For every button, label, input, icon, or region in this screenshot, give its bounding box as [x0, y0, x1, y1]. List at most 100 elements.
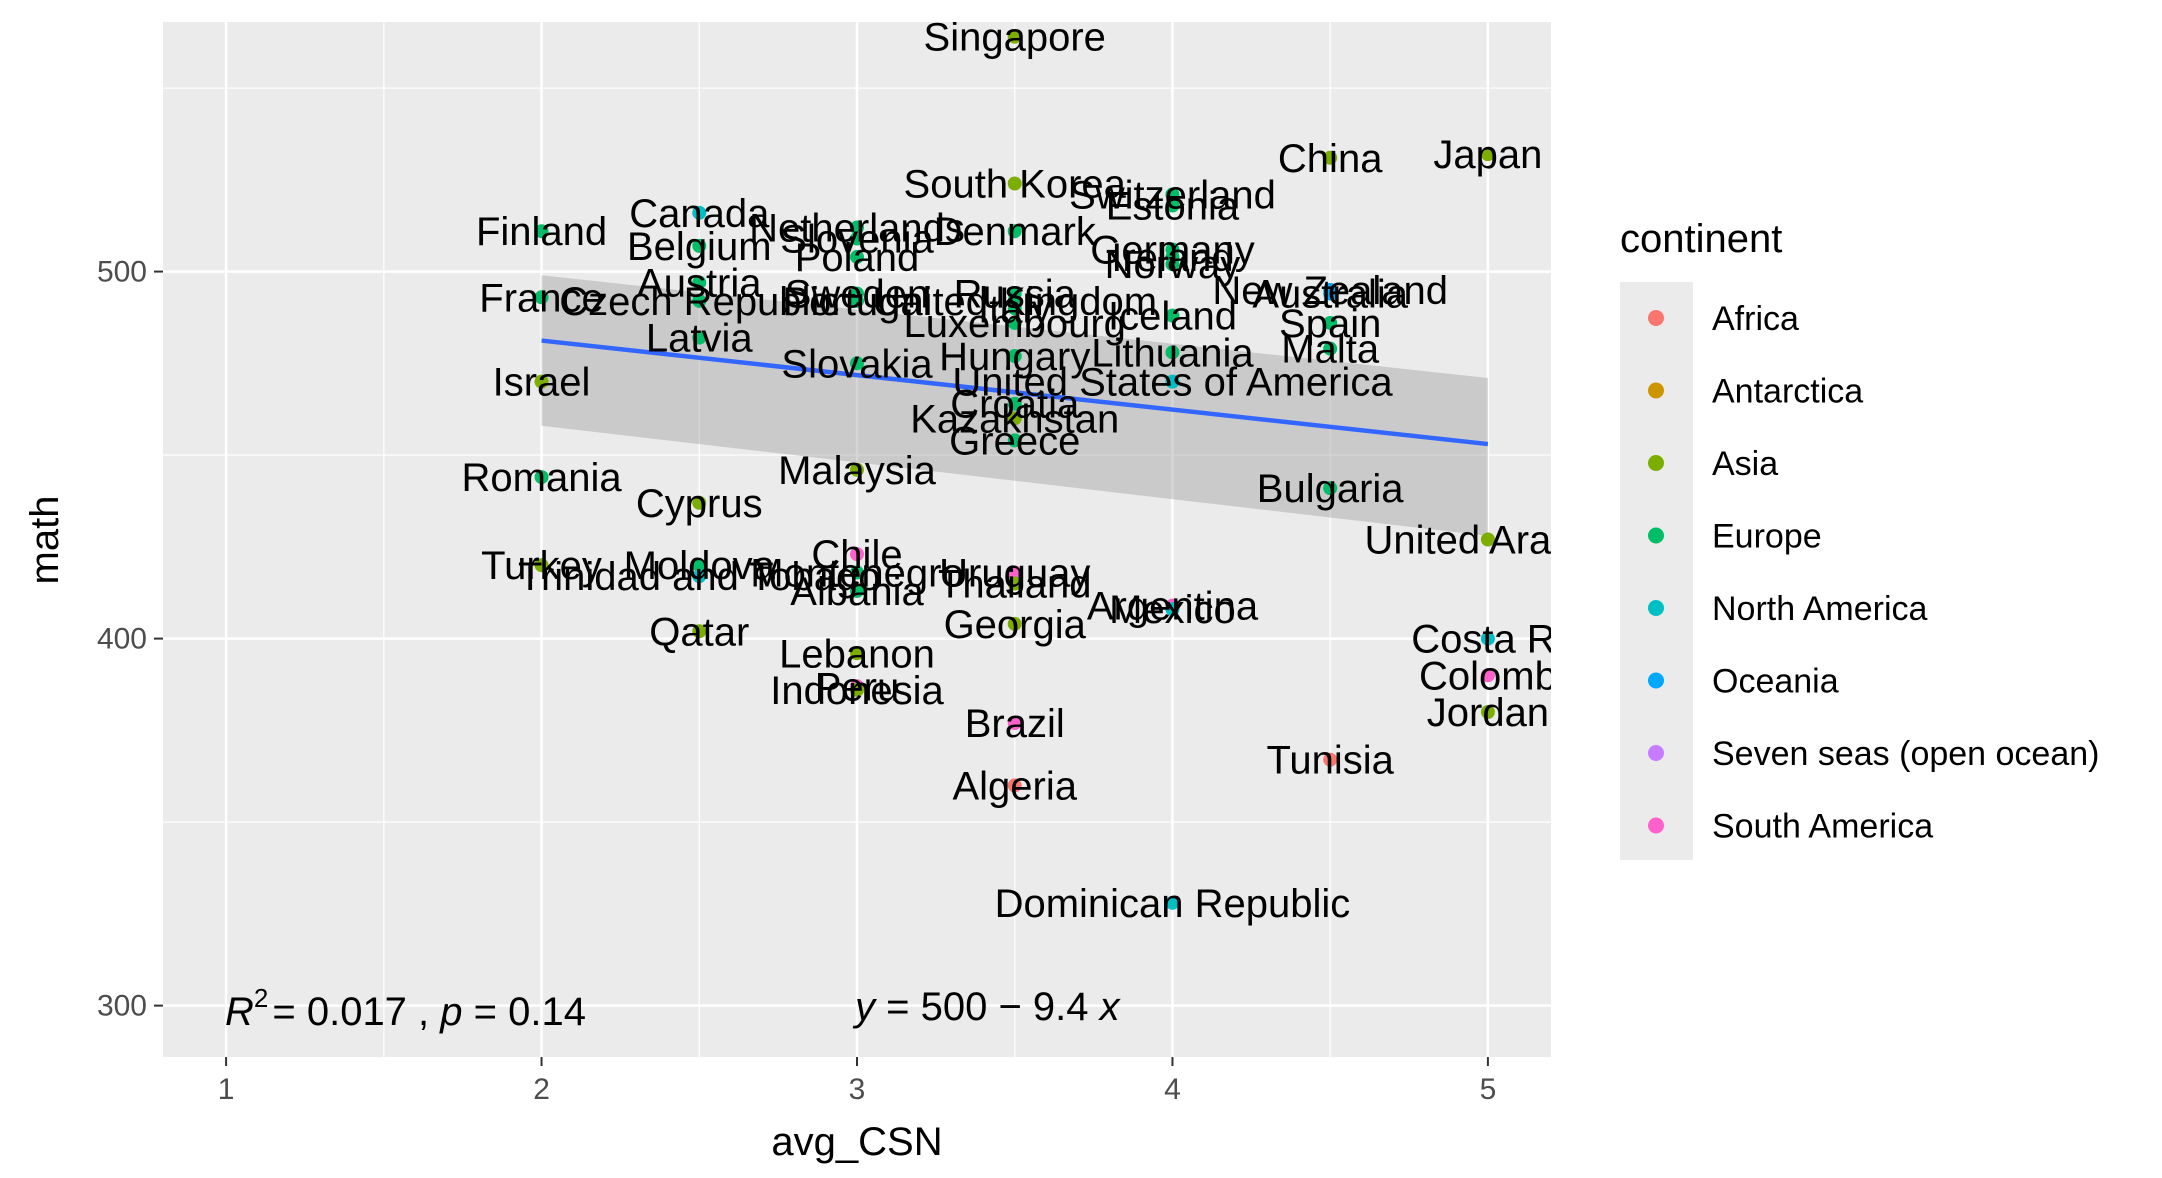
- point-label: Mexico: [1109, 588, 1236, 632]
- y-tick-label: 400: [97, 623, 147, 656]
- point-label: Greece: [949, 419, 1080, 463]
- data-point: [850, 356, 864, 371]
- point-label: Slovenia: [780, 218, 934, 262]
- data-point: [534, 470, 549, 485]
- data-point: [1007, 616, 1022, 631]
- data-point: [534, 224, 549, 239]
- point-label: Japan: [1433, 133, 1542, 177]
- legend-label: Antarctica: [1712, 373, 1863, 411]
- data-point: [850, 231, 864, 246]
- data-point: [1007, 348, 1022, 363]
- point-labels: Singapore Japan China South KoreaSwitzerlan…: [462, 16, 1611, 926]
- point-label: Russia: [954, 273, 1077, 317]
- point-label: Lithuania: [1091, 331, 1254, 375]
- point-label: Albania: [790, 570, 924, 614]
- data-point: [1165, 187, 1180, 202]
- data-point: [1007, 433, 1022, 448]
- point-label: United Arab E: [1364, 519, 1611, 563]
- axes: 1 2 3 4 5 300 400 500: [97, 256, 1496, 1106]
- data-point: [1323, 286, 1338, 301]
- point-label: Netherlands: [749, 207, 965, 251]
- data-point: [1007, 301, 1022, 316]
- point-label: Malaysia: [778, 449, 937, 493]
- data-points: [534, 29, 1495, 910]
- data-point: [1165, 895, 1180, 910]
- r2-value: = 0.017 ,: [272, 990, 440, 1034]
- eq-prefix: y: [852, 985, 878, 1029]
- point-label: Portugal: [783, 280, 932, 324]
- data-point: [1007, 286, 1022, 301]
- point-label: Costa Ri: [1411, 618, 1564, 662]
- data-point: [1165, 257, 1180, 272]
- legend-key: [1648, 455, 1664, 471]
- point-label: Georgia: [944, 603, 1087, 647]
- point-label: Colomb: [1419, 654, 1557, 698]
- data-point: [1480, 668, 1495, 683]
- y-tick-label: 300: [97, 990, 147, 1023]
- point-label: Kazakhstan: [910, 397, 1119, 441]
- legend-label: Asia: [1712, 445, 1778, 483]
- data-point: [1165, 345, 1180, 360]
- point-label: Bulgaria: [1257, 467, 1405, 511]
- point-label: Ireland: [1111, 236, 1233, 280]
- point-label: Estonia: [1106, 185, 1240, 229]
- point-label: Jordan: [1427, 691, 1549, 735]
- regression-annotations: R2 = 0.017 , p = 0.14 y = 500 − 9.4 x: [225, 983, 1122, 1034]
- point-label: Australia: [1252, 273, 1408, 317]
- point-label: Singapore: [924, 16, 1106, 60]
- point-label: Qatar: [649, 610, 749, 654]
- data-point: [850, 646, 864, 661]
- data-point: [534, 290, 549, 305]
- p-prefix: p: [439, 990, 462, 1034]
- point-label: Norway: [1105, 243, 1241, 287]
- data-point: [1007, 176, 1022, 191]
- point-label: Cyprus: [636, 482, 763, 526]
- data-point: [534, 374, 549, 389]
- p-value: = 0.14: [463, 990, 586, 1034]
- legend-key: [1648, 672, 1664, 689]
- legend-label: North America: [1712, 590, 1927, 628]
- point-label: Uruguay: [939, 552, 1090, 596]
- data-point: [1007, 315, 1022, 330]
- legend-key-background: [1620, 282, 1693, 860]
- x-tick-label: 1: [218, 1073, 235, 1106]
- data-point: [1323, 752, 1338, 767]
- r2-superscript: 2: [254, 983, 268, 1013]
- equation-annotation: y = 500 − 9.4 x: [852, 985, 1122, 1029]
- x-tick-label: 2: [533, 1073, 550, 1106]
- data-point: [850, 249, 864, 264]
- data-point: [1007, 716, 1022, 731]
- legend: continent Africa Antarctica Asia Europe Nort…: [1620, 217, 2099, 860]
- data-point: [1007, 778, 1022, 793]
- point-label: Slovakia: [781, 342, 933, 386]
- point-label: Latvia: [646, 317, 753, 361]
- data-point: [850, 547, 864, 562]
- point-label: China: [1278, 137, 1383, 181]
- point-label: United Kingdom: [872, 280, 1157, 324]
- point-label: Thailand: [938, 563, 1091, 607]
- legend-key: [1648, 745, 1664, 761]
- eq-body: = 500 − 9.4: [875, 985, 1100, 1029]
- point-label: Malta: [1281, 328, 1380, 372]
- data-point: [1165, 602, 1180, 617]
- point-label: South Korea: [904, 162, 1127, 206]
- r2-prefix: R: [225, 990, 254, 1034]
- point-label: Luxembourg: [904, 302, 1126, 346]
- legend-key: [1648, 382, 1664, 399]
- point-label: Trinidad and Tobago: [518, 555, 881, 599]
- y-tick-label: 500: [97, 256, 147, 289]
- point-label: Finland: [476, 210, 607, 254]
- point-label: Turkey: [481, 544, 602, 588]
- legend-label: Europe: [1712, 518, 1822, 556]
- point-label: Moldova: [624, 544, 776, 588]
- legend-key: [1648, 527, 1664, 544]
- data-point: [1007, 396, 1022, 411]
- legend-label: South America: [1712, 808, 1933, 846]
- data-point: [850, 220, 864, 235]
- point-label: Croatia: [950, 383, 1080, 427]
- eq-suffix: x: [1098, 985, 1122, 1029]
- point-label: Czech Republic: [559, 280, 839, 324]
- legend-title: continent: [1620, 217, 1782, 261]
- data-point: [1480, 705, 1495, 719]
- x-tick-label: 5: [1480, 1073, 1497, 1106]
